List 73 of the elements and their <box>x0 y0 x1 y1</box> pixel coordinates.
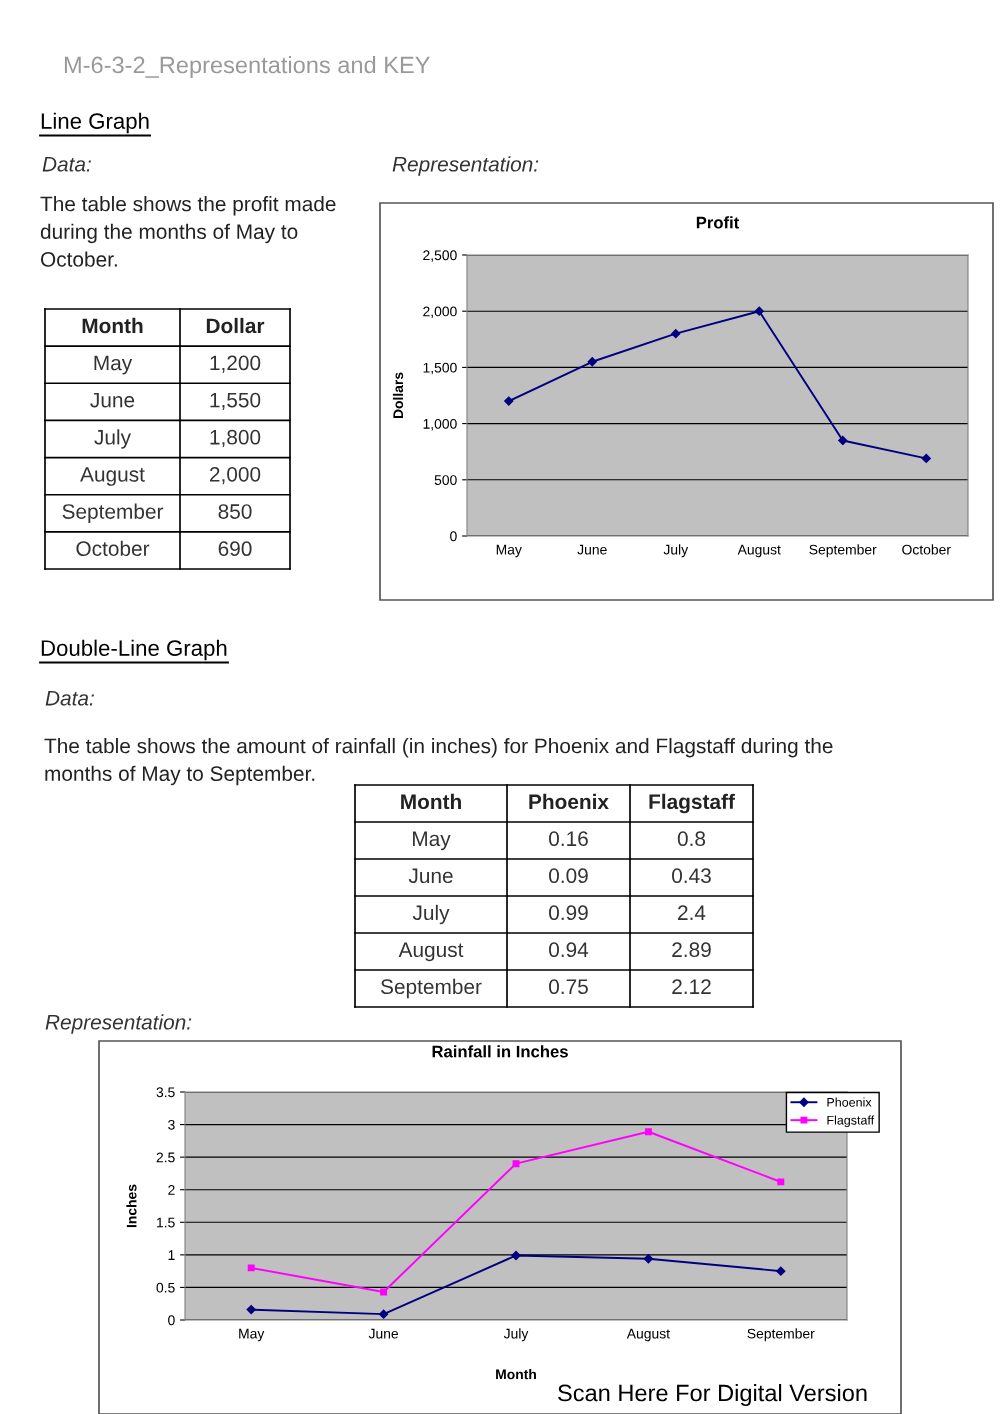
text: The table shows the amount of rainfall (in inches) for Phoenix and Flagstaff during the months of May to September. <box>44 738 833 786</box>
x-tick-label: September <box>809 544 877 558</box>
y-tick-label: 2.5 <box>156 1152 175 1163</box>
x-tick-label: September <box>747 1328 815 1342</box>
category-label: July <box>94 429 131 449</box>
legend-label: Phoenix <box>827 1097 872 1107</box>
text: 2,000 <box>209 466 261 485</box>
chart-title: Profit <box>696 216 740 229</box>
category-label: September <box>381 978 482 999</box>
y-tick-label: 3 <box>168 1119 175 1130</box>
text: Data: <box>45 691 94 706</box>
text: 1,550 <box>210 392 261 410</box>
text: Flagstaff <box>649 793 735 814</box>
text: The table shows the profit made during the months of May to October. <box>40 196 336 267</box>
y-tick-label: 3.5 <box>156 1087 175 1098</box>
category-label: May <box>94 355 133 375</box>
x-tick-label: August <box>626 1328 670 1342</box>
y-tick-label: 0.5 <box>156 1282 175 1293</box>
x-tick-label: August <box>737 544 781 558</box>
text: 0.94 <box>549 942 589 958</box>
text: 0.43 <box>672 868 711 884</box>
text: 0.75 <box>549 979 588 995</box>
text: 850 <box>218 504 252 519</box>
category-label: June <box>90 392 135 408</box>
text: Phoenix <box>529 793 609 810</box>
text: Scan Here For Digital Version <box>558 1383 867 1407</box>
category-label: July <box>412 904 450 925</box>
text: 0.09 <box>549 868 588 884</box>
x-axis-title: Month <box>496 1369 536 1380</box>
text: 0.16 <box>549 831 588 847</box>
y-tick-label: 1,000 <box>423 418 457 431</box>
text: 1,800 <box>210 429 261 448</box>
text: 0.8 <box>677 831 706 847</box>
x-tick-label: July <box>503 1328 529 1342</box>
text: Representation: <box>392 156 539 176</box>
text: 1,200 <box>210 355 261 373</box>
y-tick-label: 500 <box>434 475 457 485</box>
x-tick-label: June <box>368 1328 399 1339</box>
legend-label: Flagstaff <box>827 1115 875 1128</box>
text: M-6-3-2_Representations and KEY <box>64 56 430 78</box>
y-tick-label: 2,000 <box>423 306 457 319</box>
category-label: August <box>80 467 145 486</box>
x-tick-label: October <box>902 544 951 555</box>
x-tick-label: July <box>663 544 689 558</box>
y-tick-label: 0 <box>168 1315 175 1326</box>
category-label: August <box>398 942 464 962</box>
y-tick-label: 2 <box>168 1185 175 1195</box>
text: 0.99 <box>549 905 588 921</box>
y-tick-label: 0 <box>450 531 457 542</box>
category-label: September <box>62 503 164 523</box>
text: 2.4 <box>678 905 706 920</box>
x-tick-label: June <box>577 544 607 555</box>
text: 2.89 <box>672 942 711 958</box>
text: Dollar <box>206 317 265 334</box>
text: Double-Line Graph <box>41 639 227 661</box>
y-tick-label: 1.5 <box>157 1217 175 1228</box>
category-label: May <box>413 831 451 851</box>
text: Representation: <box>45 1014 192 1034</box>
x-tick-label: May <box>239 1328 265 1342</box>
x-tick-label: May <box>496 544 522 558</box>
category-label: June <box>408 868 453 884</box>
text: Month <box>82 317 143 334</box>
y-tick-label: 1 <box>168 1250 175 1260</box>
y-axis-title: Inches <box>126 1184 137 1228</box>
y-tick-label: 2,500 <box>423 250 457 262</box>
text: Data: <box>42 157 91 172</box>
y-axis-title: Dollars <box>392 372 404 419</box>
text: 690 <box>218 541 252 557</box>
text: 2.12 <box>672 979 711 994</box>
text: Month <box>401 793 461 810</box>
chart-title: Rainfall in Inches <box>432 1045 568 1058</box>
y-tick-label: 1,500 <box>423 362 457 375</box>
text: Line Graph <box>41 112 149 134</box>
